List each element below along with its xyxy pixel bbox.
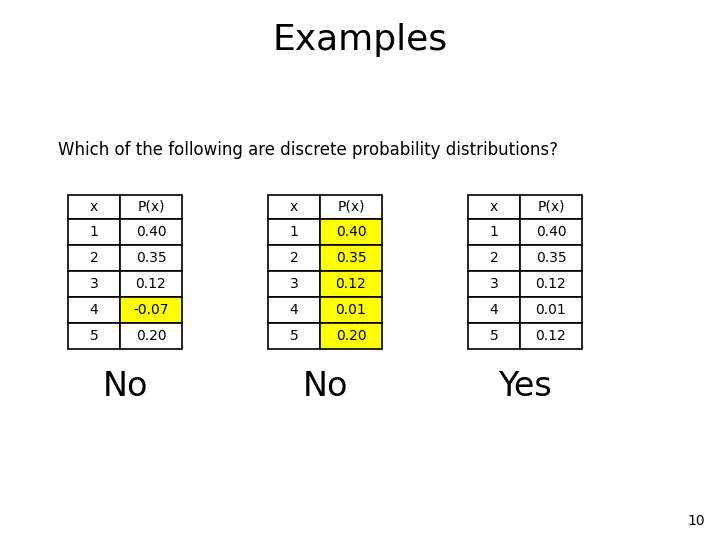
Bar <box>320 271 382 297</box>
Bar <box>468 323 520 349</box>
Text: 0.35: 0.35 <box>536 251 567 265</box>
Bar <box>468 195 520 219</box>
Text: 2: 2 <box>89 251 99 265</box>
Text: 3: 3 <box>490 277 498 291</box>
Bar <box>468 271 520 297</box>
Text: Examples: Examples <box>272 23 448 57</box>
Text: 1: 1 <box>490 225 498 239</box>
Bar <box>320 195 382 219</box>
Text: x: x <box>90 200 98 214</box>
Text: P(x): P(x) <box>138 200 165 214</box>
Text: 2: 2 <box>289 251 298 265</box>
Text: 2: 2 <box>490 251 498 265</box>
Text: 4: 4 <box>289 303 298 317</box>
Text: x: x <box>490 200 498 214</box>
Text: 0.20: 0.20 <box>336 329 366 343</box>
Bar <box>520 195 582 219</box>
Bar <box>268 219 320 245</box>
Text: 0.01: 0.01 <box>536 303 567 317</box>
Text: -0.07: -0.07 <box>133 303 168 317</box>
Bar <box>520 297 582 323</box>
Bar <box>268 195 320 219</box>
Bar <box>520 323 582 349</box>
Bar <box>520 245 582 271</box>
Bar <box>120 271 182 297</box>
Bar <box>68 219 120 245</box>
Text: P(x): P(x) <box>537 200 564 214</box>
Text: No: No <box>102 370 148 403</box>
Bar <box>468 219 520 245</box>
Bar <box>68 195 120 219</box>
Text: 3: 3 <box>289 277 298 291</box>
Text: 0.40: 0.40 <box>135 225 166 239</box>
Text: No: No <box>302 370 348 403</box>
Bar <box>320 323 382 349</box>
Text: 4: 4 <box>490 303 498 317</box>
Text: 0.20: 0.20 <box>135 329 166 343</box>
Bar <box>68 271 120 297</box>
Bar <box>120 323 182 349</box>
Text: x: x <box>290 200 298 214</box>
Text: 3: 3 <box>89 277 99 291</box>
Text: 0.12: 0.12 <box>536 277 567 291</box>
Bar <box>68 323 120 349</box>
Text: 5: 5 <box>490 329 498 343</box>
Text: 5: 5 <box>89 329 99 343</box>
Text: 0.12: 0.12 <box>536 329 567 343</box>
Text: 4: 4 <box>89 303 99 317</box>
Bar <box>120 195 182 219</box>
Text: 5: 5 <box>289 329 298 343</box>
Bar <box>120 245 182 271</box>
Bar <box>120 297 182 323</box>
Bar <box>320 219 382 245</box>
Text: 0.35: 0.35 <box>336 251 366 265</box>
Text: 0.12: 0.12 <box>336 277 366 291</box>
Bar <box>268 271 320 297</box>
Text: 0.12: 0.12 <box>135 277 166 291</box>
Text: 0.01: 0.01 <box>336 303 366 317</box>
Bar <box>320 297 382 323</box>
Bar <box>68 297 120 323</box>
Bar <box>320 245 382 271</box>
Text: Which of the following are discrete probability distributions?: Which of the following are discrete prob… <box>58 141 558 159</box>
Bar <box>468 297 520 323</box>
Text: Yes: Yes <box>498 370 552 403</box>
Text: 1: 1 <box>289 225 298 239</box>
Bar <box>120 219 182 245</box>
Text: 0.35: 0.35 <box>135 251 166 265</box>
Bar <box>268 323 320 349</box>
Bar <box>268 245 320 271</box>
Text: 10: 10 <box>688 514 705 528</box>
Text: 0.40: 0.40 <box>336 225 366 239</box>
Bar <box>68 245 120 271</box>
Bar <box>268 297 320 323</box>
Text: 1: 1 <box>89 225 99 239</box>
Bar <box>520 219 582 245</box>
Bar <box>520 271 582 297</box>
Bar <box>468 245 520 271</box>
Text: 0.40: 0.40 <box>536 225 567 239</box>
Text: P(x): P(x) <box>337 200 365 214</box>
